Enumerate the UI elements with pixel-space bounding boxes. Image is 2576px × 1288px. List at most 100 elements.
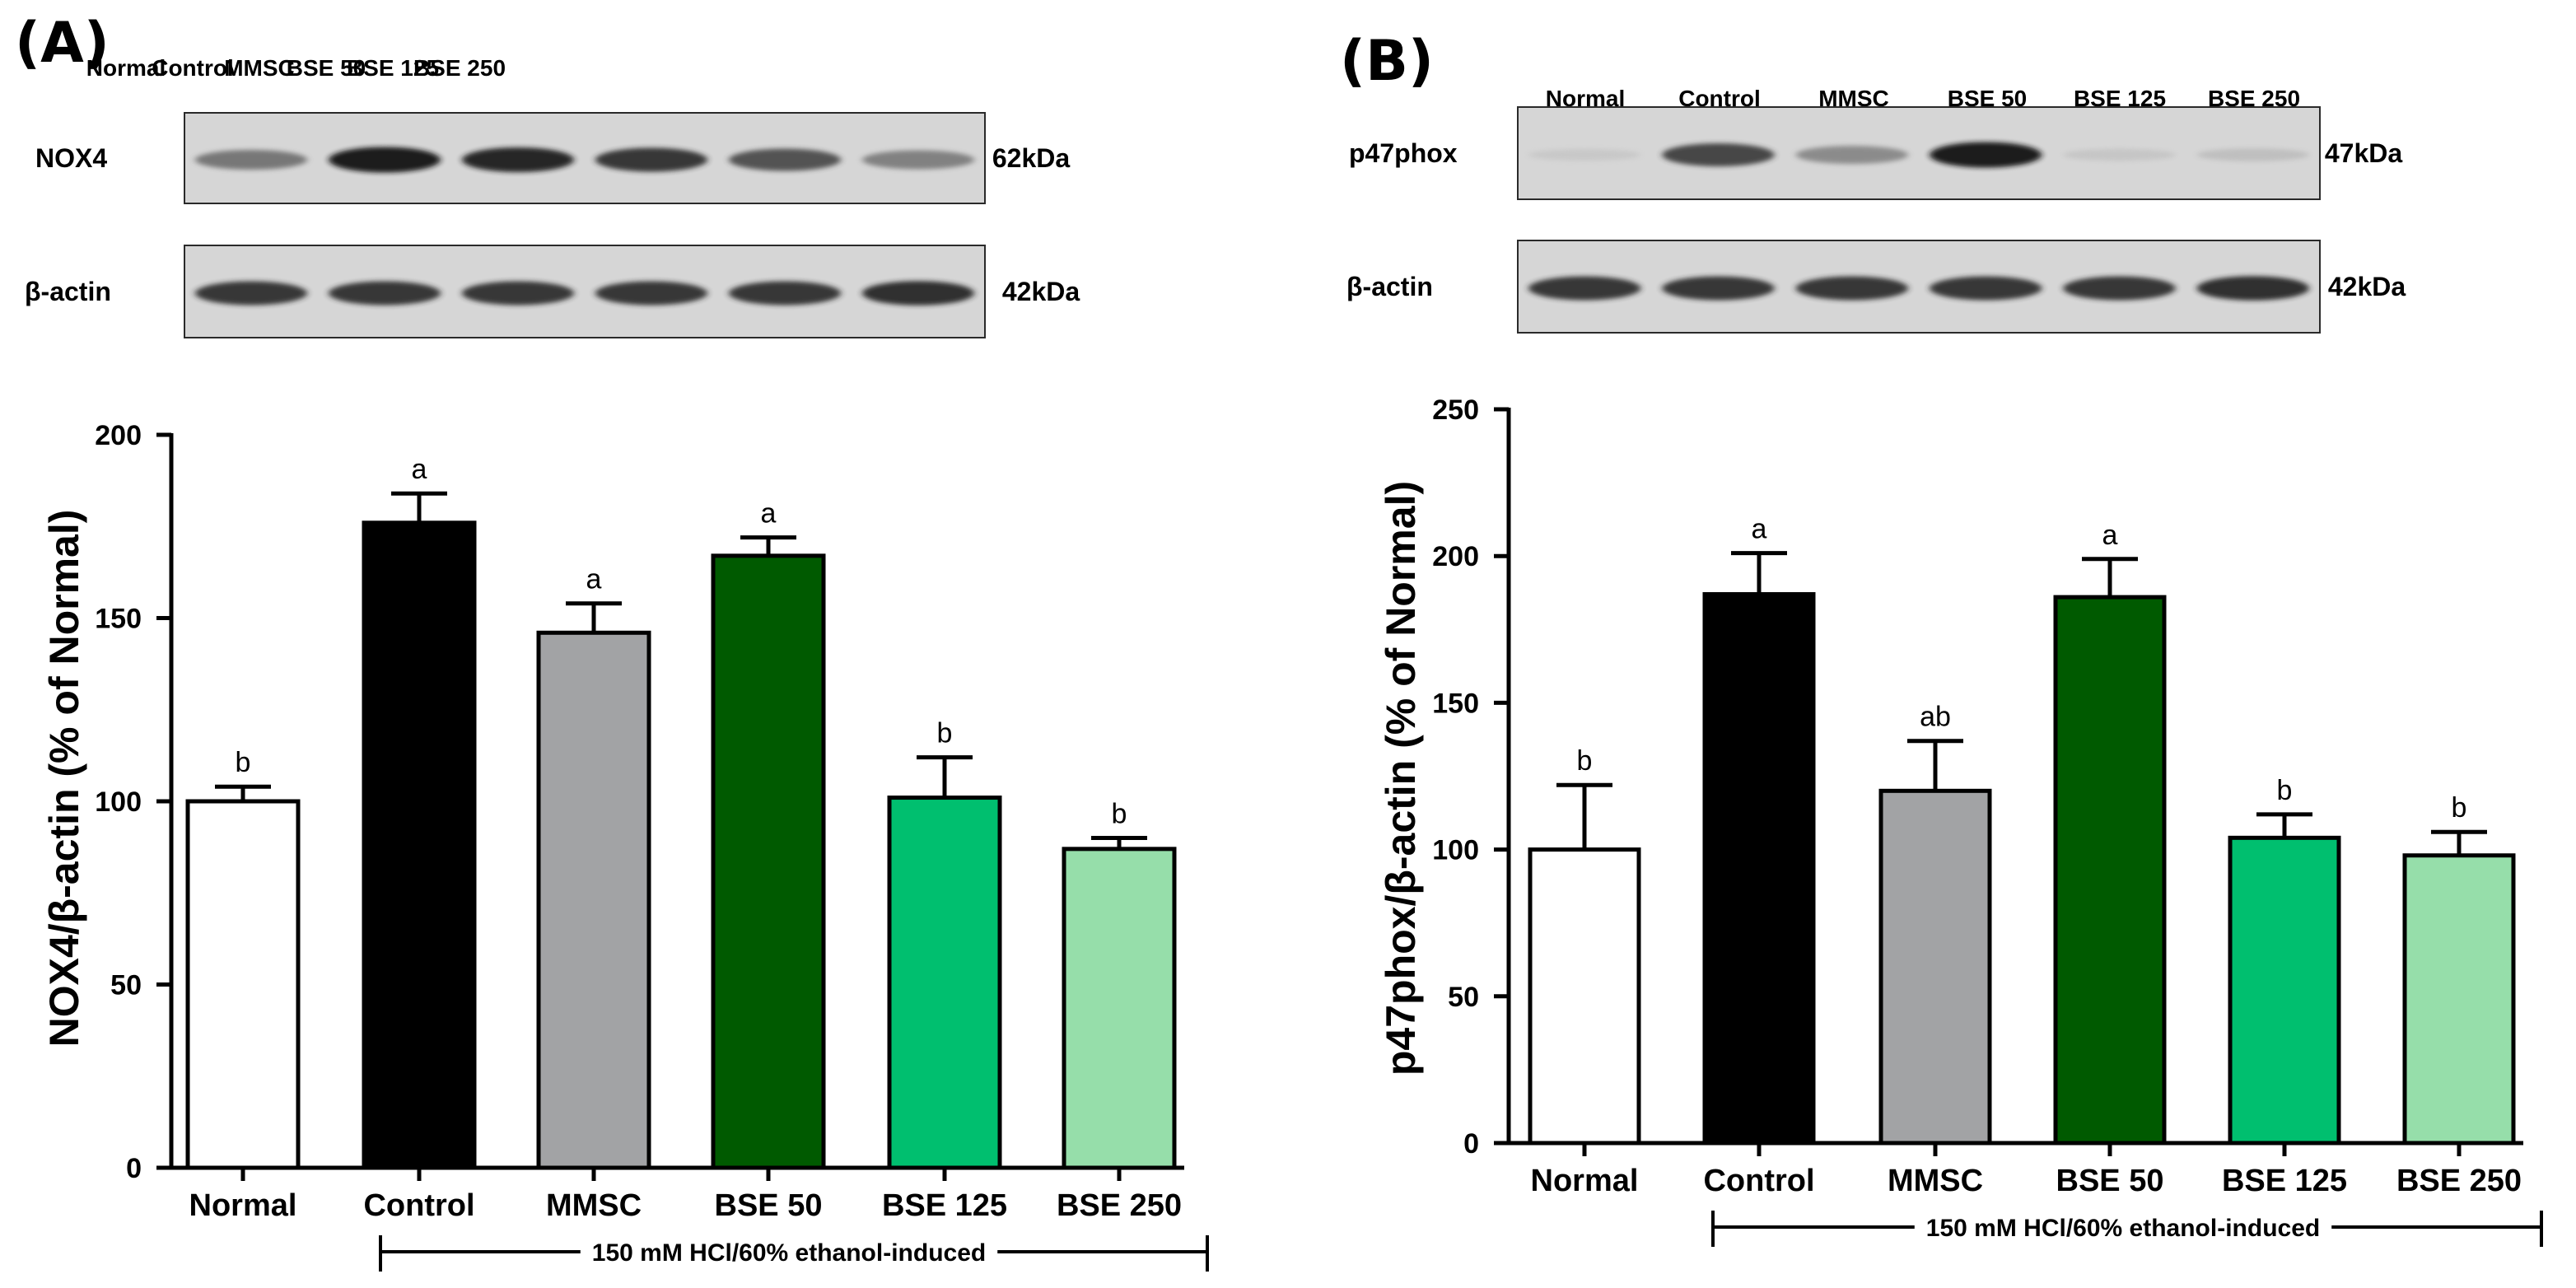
y-axis-label: p47phox/β-actin (% of Normal) — [1378, 481, 1424, 1076]
bar-chart: NOX4/β-actin (% of Normal) b a a a b b 0 50 100… — [41, 420, 1209, 1272]
blot-lane-label: Normal — [86, 55, 166, 81]
blot-band — [1528, 276, 1641, 301]
blot-band — [728, 148, 842, 171]
x-tick-label: BSE 250 — [2396, 1164, 2522, 1198]
blot-membrane — [1517, 240, 2321, 334]
blot-kda-label: 42kDa — [2328, 272, 2406, 301]
blot-band — [328, 147, 441, 173]
treatment-bracket: 150 mM HCl/60% ethanol-induced — [1711, 1211, 2543, 1247]
bar — [536, 630, 651, 1170]
y-tick-label: 0 — [126, 1153, 142, 1184]
y-tick-label: 50 — [110, 970, 142, 1001]
blot-band — [1662, 143, 1775, 166]
x-tick-label: Normal — [189, 1188, 297, 1223]
bar — [1702, 592, 1816, 1146]
panel-letter: (A) — [15, 11, 110, 76]
blot-band — [2063, 148, 2176, 161]
treatment-bracket: 150 mM HCl/60% ethanol-induced — [379, 1235, 1209, 1272]
blot-row-label: NOX4 — [35, 143, 107, 173]
blot-band — [328, 281, 441, 306]
blot-kda-label: 62kDa — [992, 143, 1071, 173]
blot-kda-label: 42kDa — [1002, 277, 1080, 306]
y-tick-label: 100 — [95, 786, 142, 818]
y-axis: 0 50 100 150 200 250 — [1432, 394, 1511, 1160]
y-tick-label: 0 — [1463, 1128, 1479, 1160]
bar — [1062, 847, 1177, 1170]
significance-label: b — [236, 747, 251, 778]
blot-band — [194, 281, 308, 306]
x-tick-label: BSE 125 — [882, 1188, 1007, 1223]
blot-row-label: β-actin — [1346, 272, 1433, 301]
blot-lane-label: BSE 250 — [413, 55, 506, 81]
blot-band — [1929, 142, 2042, 168]
panel-b: (B) Normal Control MMSC BSE 50 BSE 125 BSE 25… — [1340, 29, 2543, 1247]
y-tick-label: 200 — [1432, 541, 1479, 572]
blot-band — [2196, 276, 2310, 301]
bracket-label: 150 mM HCl/60% ethanol-induced — [592, 1239, 986, 1267]
significance-label: a — [412, 454, 427, 485]
blot-kda-label: 47kDa — [2325, 138, 2403, 168]
x-tick-label: MMSC — [1888, 1164, 1983, 1198]
bar — [185, 799, 301, 1170]
x-tick-label: Normal — [1531, 1164, 1639, 1198]
blot-row-label: β-actin — [25, 277, 111, 306]
bar — [2053, 595, 2167, 1146]
panel-letter: (B) — [1340, 29, 1434, 94]
y-tick-label: 50 — [1448, 982, 1479, 1013]
bar — [2228, 835, 2341, 1146]
significance-label: ab — [1920, 702, 1951, 733]
blot-membrane — [184, 245, 986, 338]
y-axis-label: NOX4/β-actin (% of Normal) — [41, 510, 87, 1048]
significance-label: a — [586, 564, 602, 595]
blot-band — [595, 147, 708, 172]
blot-membrane — [184, 112, 986, 204]
significance-label: a — [1752, 514, 1767, 545]
blot-membrane — [1517, 106, 2321, 200]
bar — [1528, 847, 1641, 1146]
blot-band — [1929, 276, 2042, 301]
blot-band — [461, 147, 575, 172]
blot-lane-label: MMSC — [224, 55, 295, 81]
x-tick-label: BSE 250 — [1057, 1188, 1182, 1223]
blot-band — [728, 281, 842, 306]
y-tick-label: 250 — [1432, 394, 1479, 426]
bar — [362, 520, 477, 1170]
blot-band — [2063, 276, 2176, 301]
blot-band — [1795, 276, 1909, 301]
x-axis: Normal Control MMSC BSE 50 BSE 125 BSE 250 — [170, 1165, 1184, 1223]
blot-rows: p47phox 47kDa β-actin 42kDa — [1346, 106, 2406, 334]
bars: b a a a b b — [185, 454, 1177, 1170]
significance-label: a — [2102, 520, 2118, 551]
x-axis: Normal Control MMSC BSE 50 BSE 125 BSE 250 — [1507, 1141, 2523, 1198]
significance-label: b — [1577, 745, 1593, 777]
blot-band — [194, 150, 308, 170]
blot-band — [861, 281, 975, 306]
blot-rows: NOX4 62kDa β-actin 42kDa — [25, 112, 1080, 338]
bar — [1878, 788, 1992, 1146]
y-tick-label: 150 — [1432, 688, 1479, 719]
significance-label: b — [937, 718, 953, 749]
x-tick-label: MMSC — [546, 1188, 642, 1223]
blot-row-label: p47phox — [1349, 138, 1458, 168]
blot-band — [861, 150, 975, 170]
y-tick-label: 100 — [1432, 835, 1479, 866]
significance-label: b — [1112, 799, 1127, 830]
western-blot: Normal Control MMSC BSE 50 BSE 125 BSE 250 p4… — [1346, 86, 2406, 334]
y-axis: 0 50 100 150 200 — [95, 420, 174, 1184]
y-tick-label: 150 — [95, 604, 142, 635]
blot-lane-label: BSE 125 — [347, 55, 439, 81]
blot-band — [461, 281, 575, 306]
blot-band — [1528, 149, 1641, 161]
blot-band — [595, 281, 708, 306]
bracket-label: 150 mM HCl/60% ethanol-induced — [1926, 1215, 2320, 1242]
bar — [887, 796, 1002, 1170]
blot-band — [2196, 148, 2310, 161]
x-tick-label: BSE 50 — [2056, 1164, 2164, 1198]
blot-lane-label: Control — [152, 55, 234, 81]
blot-band — [1662, 276, 1775, 301]
